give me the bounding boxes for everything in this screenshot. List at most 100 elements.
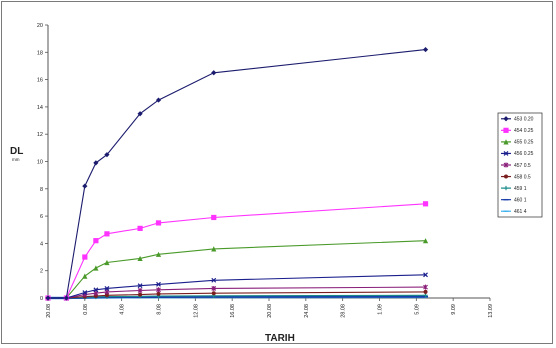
y-axis-label-unit: mm: [12, 157, 20, 162]
legend-item: 453 0.20: [501, 116, 534, 123]
x-tick-label: 9.09: [451, 304, 457, 315]
y-tick-label: 12: [37, 132, 43, 138]
x-tick-label: 24.08: [304, 304, 310, 318]
data-point: [104, 259, 110, 266]
legend-item: 459 1: [501, 185, 527, 192]
x-tick-label: 1.09: [378, 304, 384, 315]
data-point: [138, 292, 143, 297]
data-point: [503, 162, 509, 168]
legend-item: 458 0.5: [501, 174, 531, 180]
data-point: [211, 214, 217, 221]
data-point: [137, 111, 143, 117]
series-line: [48, 203, 426, 299]
series-1: [45, 46, 429, 301]
data-point: [211, 277, 217, 283]
legend-label: 453 0.20: [514, 117, 534, 123]
data-point: [155, 220, 162, 226]
series-layer: [45, 46, 429, 301]
legend-item: 456 0.25: [501, 151, 534, 157]
y-tick-label: 4: [40, 241, 43, 247]
data-point: [503, 151, 509, 156]
data-point: [422, 238, 429, 244]
legend-item: 461 4: [501, 209, 527, 215]
data-point: [104, 231, 110, 237]
data-point: [93, 238, 99, 244]
y-tick-label: 8: [40, 187, 43, 193]
y-tick-label: 16: [37, 78, 43, 84]
data-point: [156, 287, 161, 293]
legend-item: 455 0.25: [501, 139, 534, 146]
legend-label: 458 0.5: [514, 174, 531, 180]
data-point: [503, 139, 509, 145]
legend-label: 460 1: [514, 197, 527, 203]
data-point: [82, 290, 88, 295]
x-tick-label: 5.09: [414, 304, 420, 315]
data-point: [422, 201, 429, 207]
data-point: [104, 286, 110, 291]
legend: 453 0.20 454 0.25 455 0.25 456 0.25 457 0.5 4…: [497, 112, 543, 218]
y-tick-label: 6: [40, 214, 43, 220]
data-point: [504, 174, 508, 179]
x-tick-label: 4.08: [120, 304, 126, 315]
data-point: [82, 183, 88, 189]
y-axis-label: DL: [10, 146, 23, 157]
x-tick-label: 0.08: [83, 304, 89, 315]
series-2: [45, 201, 429, 301]
series-line: [48, 274, 426, 299]
data-point: [155, 97, 162, 103]
legend-label: 456 0.25: [514, 151, 534, 157]
y-tick-label: 10: [37, 160, 43, 166]
y-tick-label: 20: [37, 23, 43, 29]
y-tick-label: 14: [37, 105, 43, 111]
data-point: [82, 254, 88, 260]
x-tick-label: 12.08: [193, 304, 199, 318]
data-point: [211, 291, 216, 296]
data-point: [211, 285, 217, 291]
data-point: [156, 281, 161, 287]
data-point: [156, 291, 161, 296]
data-point: [155, 251, 162, 257]
data-point: [137, 287, 143, 293]
data-point: [211, 246, 217, 252]
x-tick-label: 20.08: [46, 304, 52, 318]
data-point: [63, 295, 70, 301]
data-point: [503, 127, 509, 133]
data-point: [93, 287, 99, 293]
y-tick-label: 18: [37, 50, 43, 56]
legend-label: 461 4: [514, 209, 527, 215]
data-point: [137, 255, 143, 262]
y-tick-label: 0: [40, 296, 43, 302]
data-point: [422, 46, 429, 53]
data-point: [137, 225, 143, 231]
legend-item: 457 0.5: [501, 162, 531, 169]
legend-label: 459 1: [514, 186, 527, 192]
x-tick-label: 20.08: [267, 304, 273, 318]
data-point: [104, 152, 110, 158]
series-line: [48, 240, 426, 299]
data-point: [423, 284, 428, 290]
legend-label: 455 0.25: [514, 140, 534, 146]
legend-item: 454 0.25: [501, 127, 534, 134]
data-point: [93, 160, 99, 166]
x-tick-label: 16.08: [230, 304, 236, 318]
x-tick-label: 13.09: [488, 304, 494, 318]
data-point: [82, 273, 88, 279]
x-tick-label: 28.08: [341, 304, 347, 318]
data-point: [45, 295, 51, 301]
x-tick-label: 8.08: [157, 304, 163, 315]
data-point: [423, 289, 428, 294]
data-point: [423, 272, 428, 278]
data-point: [503, 185, 509, 191]
data-point: [104, 293, 109, 298]
data-point: [93, 265, 99, 271]
data-point: [503, 116, 509, 122]
x-axis-label: TARIH: [265, 333, 295, 343]
y-tick-label: 2: [40, 269, 43, 275]
line-chart: 0 2 4 6 8 10 12 14 16 18 20 20.08 0.08 4.08 8.08 12.08 1…: [10, 23, 543, 344]
data-point: [137, 283, 143, 289]
series-3: [45, 238, 429, 301]
legend-label: 457 0.5: [514, 163, 531, 169]
chart-frame: 0 2 4 6 8 10 12 14 16 18 20 20.08 0.08 4.08 8.08 12.08 1…: [1, 1, 553, 344]
legend-item: 460 1: [501, 197, 527, 203]
legend-label: 454 0.25: [514, 128, 534, 134]
